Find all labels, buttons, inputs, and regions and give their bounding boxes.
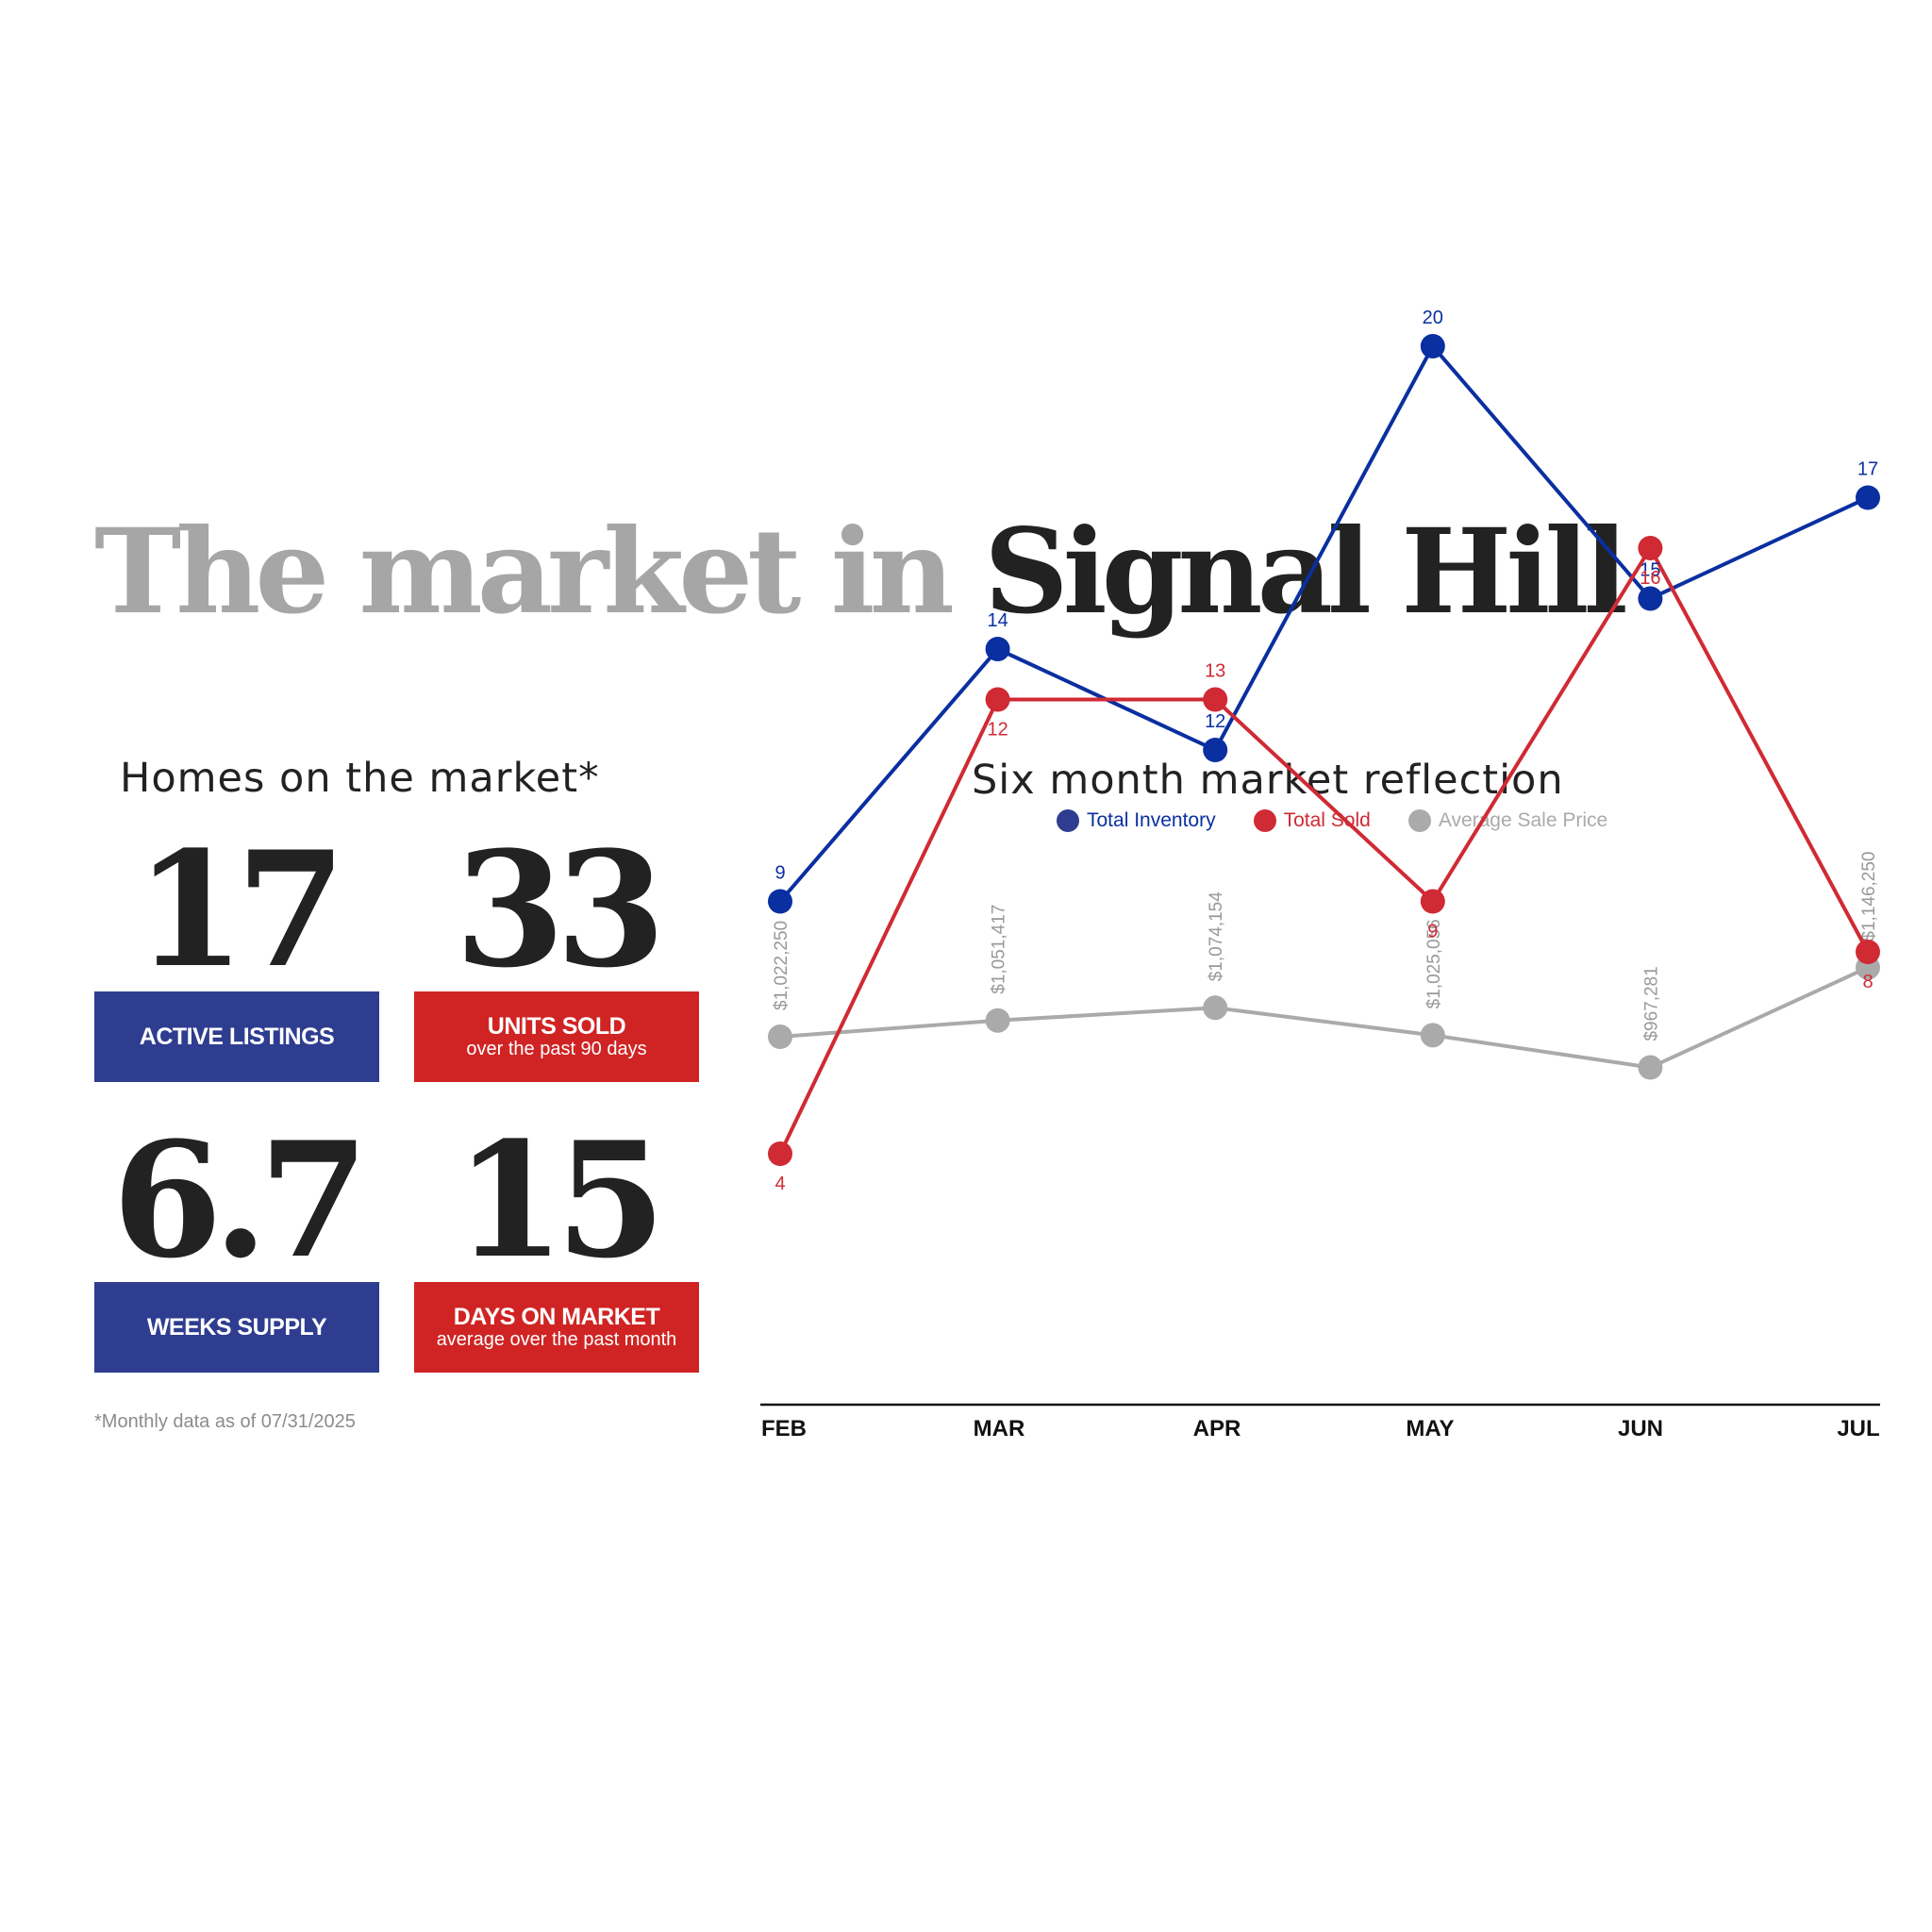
sold-point-3 xyxy=(1420,889,1445,914)
price-label-1: $1,051,417 xyxy=(990,905,1009,994)
price-label-0: $1,022,250 xyxy=(772,921,791,1010)
price-point-2 xyxy=(1203,995,1228,1021)
inventory-point-0 xyxy=(768,889,792,914)
inventory-point-1 xyxy=(985,637,1010,661)
inventory-point-5 xyxy=(1856,485,1880,510)
chart-title: Six month market reflection xyxy=(972,757,1564,804)
inventory-label-3: 20 xyxy=(1423,308,1443,328)
inventory-point-3 xyxy=(1420,334,1445,358)
price-point-0 xyxy=(768,1024,792,1049)
sold-point-4 xyxy=(1638,536,1663,560)
sold-label-4: 16 xyxy=(1640,568,1660,589)
month-label-apr: APR xyxy=(1193,1416,1241,1441)
month-label-mar: MAR xyxy=(974,1416,1025,1441)
sold-point-2 xyxy=(1203,687,1228,712)
sold-point-1 xyxy=(985,687,1010,712)
month-label-jun: JUN xyxy=(1618,1416,1663,1441)
days-on-market-label: DAYS ON MARKET xyxy=(453,1304,660,1331)
inventory-label-0: 9 xyxy=(774,863,785,884)
days-on-market-value: 15 xyxy=(455,1107,666,1293)
sold-point-5 xyxy=(1856,940,1880,964)
legend-item-sold: Total Sold xyxy=(1253,809,1371,832)
units-sold-sub: over the past 90 days xyxy=(466,1038,647,1059)
weeks-supply-label: WEEKS SUPPLY xyxy=(146,1313,327,1341)
units-sold-label: UNITS SOLD xyxy=(487,1013,626,1041)
days-on-market-sub: average over the past month xyxy=(436,1328,677,1350)
active-listings-box: ACTIVE LISTINGS xyxy=(94,991,379,1082)
price-label-5: $1,146,250 xyxy=(1859,851,1879,941)
chart-legend: Total Inventory Total Sold Average Sale … xyxy=(1057,809,1607,832)
days-on-market-box: DAYS ON MARKET average over the past mon… xyxy=(414,1282,699,1373)
title-city: Signal Hill xyxy=(984,504,1628,641)
page-title: The market in Signal Hill xyxy=(94,514,1628,631)
month-label-feb: FEB xyxy=(761,1416,807,1441)
inventory-point-2 xyxy=(1203,738,1228,762)
sold-line xyxy=(778,543,1870,1155)
price-label-3: $1,025,056 xyxy=(1424,919,1444,1008)
units-sold-box: UNITS SOLD over the past 90 days xyxy=(414,991,699,1082)
price-point-1 xyxy=(985,1008,1010,1033)
weeks-supply-value: 6.7 xyxy=(111,1107,369,1293)
month-label-may: MAY xyxy=(1406,1416,1454,1441)
inventory-label-1: 14 xyxy=(987,610,1008,631)
inventory-label-2: 12 xyxy=(1205,711,1225,732)
sold-label-2: 13 xyxy=(1205,661,1225,682)
legend-swatch-inventory xyxy=(1057,809,1079,832)
price-label-2: $1,074,154 xyxy=(1207,891,1226,982)
inventory-line xyxy=(778,342,1869,903)
sold-label-0: 4 xyxy=(774,1174,785,1194)
sold-point-0 xyxy=(768,1141,792,1166)
inventory-label-4: 15 xyxy=(1640,560,1660,581)
price-point-4 xyxy=(1638,1055,1663,1080)
title-prefix: The market in xyxy=(94,504,955,641)
legend-item-inventory: Total Inventory xyxy=(1057,809,1216,832)
active-listings-value: 17 xyxy=(135,816,346,1003)
price-point-3 xyxy=(1420,1023,1445,1048)
footnote: *Monthly data as of 07/31/2025 xyxy=(94,1411,356,1432)
inventory-point-4 xyxy=(1638,586,1663,611)
legend-swatch-sold xyxy=(1253,809,1276,832)
price-label-4: $967,281 xyxy=(1641,966,1661,1041)
active-listings-label: ACTIVE LISTINGS xyxy=(139,1023,335,1050)
sold-label-1: 12 xyxy=(987,720,1008,741)
legend-swatch-price xyxy=(1407,809,1431,832)
price-line xyxy=(779,965,1869,1070)
sold-label-3: 9 xyxy=(1427,922,1438,942)
homes-heading: Homes on the market* xyxy=(120,755,600,802)
sold-label-5: 8 xyxy=(1862,972,1873,992)
inventory-label-5: 17 xyxy=(1857,459,1878,480)
month-label-jul: JUL xyxy=(1837,1416,1879,1441)
legend-label-inventory: Total Inventory xyxy=(1087,809,1216,831)
units-sold-value: 33 xyxy=(455,816,666,1003)
weeks-supply-box: WEEKS SUPPLY xyxy=(94,1282,379,1373)
